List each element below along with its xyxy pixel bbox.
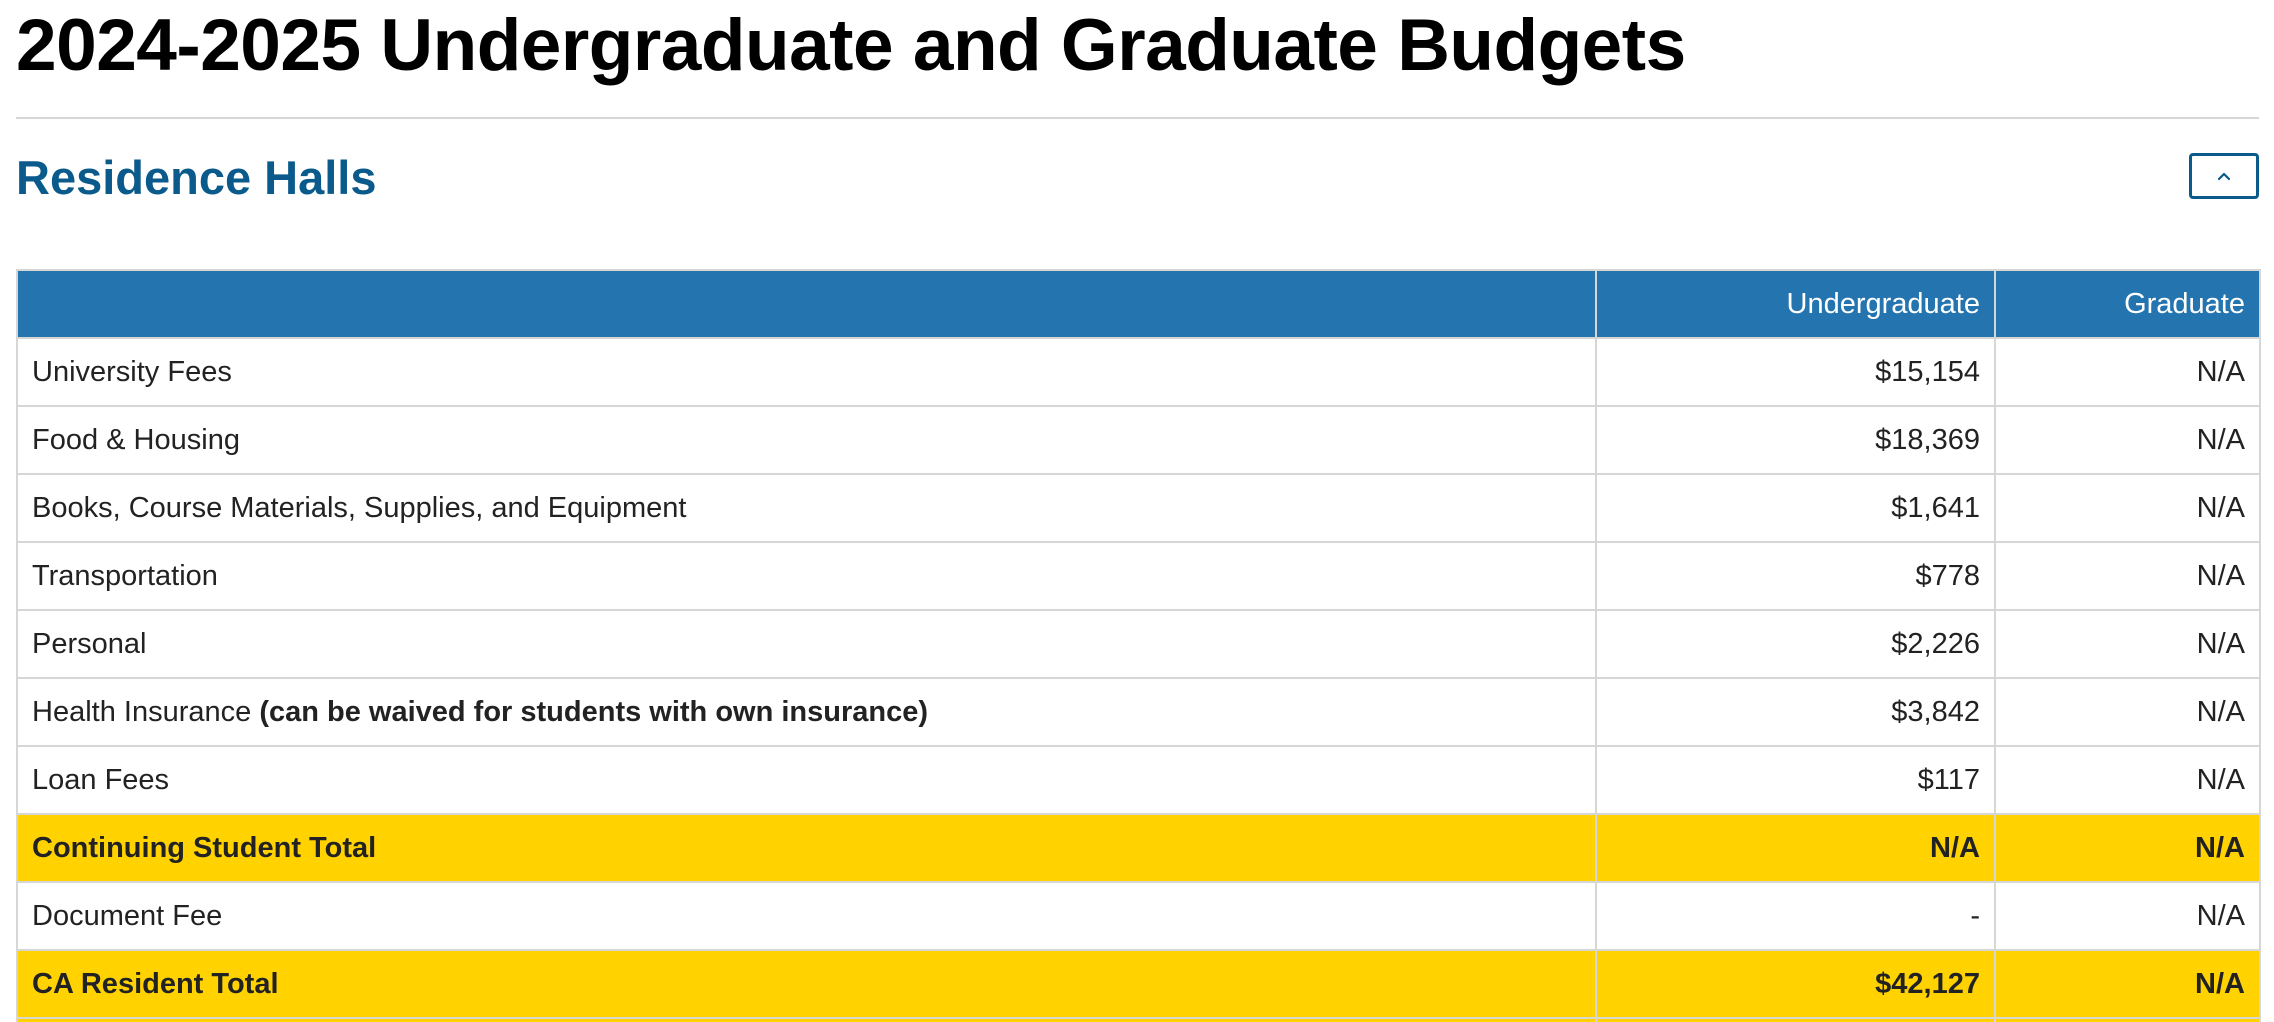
table-row: Books, Course Materials, Supplies, and E… (16, 473, 2261, 543)
table-row: Health Insurance (can be waived for stud… (16, 677, 2261, 747)
row-label: CA Resident Total (16, 949, 1597, 1019)
column-header-graduate: Graduate (1994, 269, 2261, 339)
undergraduate-value (1595, 1017, 1996, 1022)
graduate-value: N/A (1994, 541, 2261, 611)
total-row: Continuing Student Total N/A N/A (16, 813, 2261, 883)
undergraduate-value: $42,127 (1595, 949, 1996, 1019)
graduate-value: N/A (1994, 677, 2261, 747)
collapse-section-button[interactable] (2189, 153, 2259, 199)
undergraduate-value: - (1595, 881, 1996, 951)
table-header-row: Undergraduate Graduate (16, 269, 2261, 339)
table-row: Transportation $778 N/A (16, 541, 2261, 611)
undergraduate-value: $3,842 (1595, 677, 1996, 747)
undergraduate-value: $778 (1595, 541, 1996, 611)
graduate-value: N/A (1994, 949, 2261, 1019)
table-row: Food & Housing $18,369 N/A (16, 405, 2261, 475)
row-label: Health Insurance (32, 695, 252, 728)
undergraduate-value: $1,641 (1595, 473, 1996, 543)
graduate-value (1994, 1017, 2261, 1022)
graduate-value: N/A (1994, 337, 2261, 407)
undergraduate-value: $2,226 (1595, 609, 1996, 679)
row-label: Document Fee (16, 881, 1597, 951)
column-header-item (16, 269, 1597, 339)
column-header-undergraduate: Undergraduate (1595, 269, 1996, 339)
graduate-value: N/A (1994, 473, 2261, 543)
table-row: Document Fee - N/A (16, 881, 2261, 951)
row-label: Transportation (16, 541, 1597, 611)
graduate-value: N/A (1994, 609, 2261, 679)
title-divider (16, 117, 2259, 119)
graduate-value: N/A (1994, 405, 2261, 475)
row-label: Books, Course Materials, Supplies, and E… (16, 473, 1597, 543)
undergraduate-value: N/A (1595, 813, 1996, 883)
budget-table: Undergraduate Graduate University Fees $… (16, 269, 2261, 1022)
table-row: Personal $2,226 N/A (16, 609, 2261, 679)
undergraduate-value: $117 (1595, 745, 1996, 815)
total-row-cut-off (16, 1017, 2261, 1022)
undergraduate-value: $18,369 (1595, 405, 1996, 475)
section-title: Residence Halls (16, 151, 377, 204)
row-label: Food & Housing (16, 405, 1597, 475)
table-row: University Fees $15,154 N/A (16, 337, 2261, 407)
graduate-value: N/A (1994, 745, 2261, 815)
row-label: University Fees (16, 337, 1597, 407)
row-label (16, 1017, 1597, 1022)
undergraduate-value: $15,154 (1595, 337, 1996, 407)
total-row: CA Resident Total $42,127 N/A (16, 949, 2261, 1019)
graduate-value: N/A (1994, 813, 2261, 883)
row-label-cell: Health Insurance (can be waived for stud… (16, 677, 1597, 747)
row-label: Loan Fees (16, 745, 1597, 815)
table-row: Loan Fees $117 N/A (16, 745, 2261, 815)
chevron-up-icon (2217, 172, 2231, 181)
graduate-value: N/A (1994, 881, 2261, 951)
row-note: (can be waived for students with own ins… (259, 695, 929, 728)
page-title: 2024-2025 Undergraduate and Graduate Bud… (16, 5, 1686, 86)
row-label: Personal (16, 609, 1597, 679)
row-label: Continuing Student Total (16, 813, 1597, 883)
